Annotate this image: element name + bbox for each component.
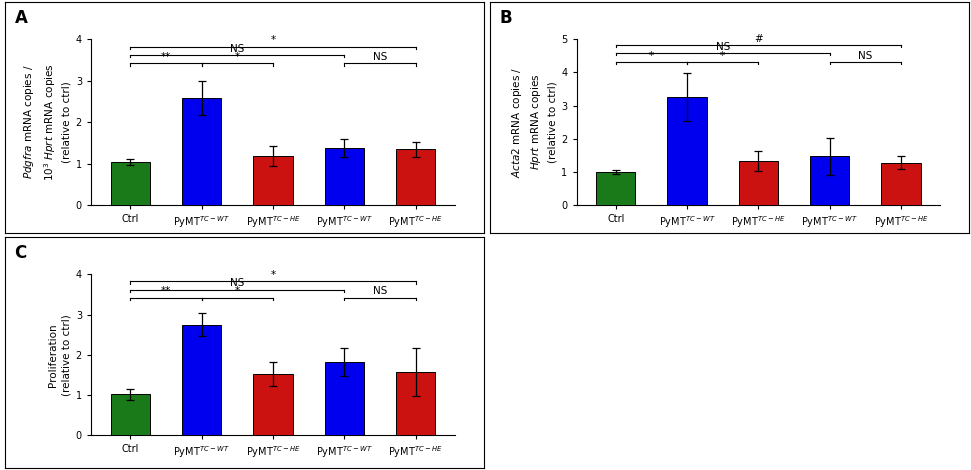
Bar [396, 372, 435, 435]
Bar [111, 162, 150, 205]
Text: #: # [754, 34, 763, 44]
Bar [324, 361, 364, 435]
Bar [182, 98, 221, 205]
Bar [396, 149, 435, 205]
Text: *: * [235, 286, 240, 297]
Text: NS: NS [230, 44, 245, 54]
Bar [111, 394, 150, 435]
Y-axis label: $\it{Pdgfra}$ mRNA copies /
$10^3$ $\it{Hprt}$ mRNA copies
(relative to ctrl): $\it{Pdgfra}$ mRNA copies / $10^3$ $\it{… [22, 63, 72, 181]
Text: + anti-TGF-β1: + anti-TGF-β1 [829, 255, 901, 265]
Text: *: * [235, 52, 240, 62]
Text: B: B [500, 9, 513, 27]
Text: *: * [270, 270, 276, 280]
Bar [182, 325, 221, 435]
Text: NS: NS [373, 286, 387, 297]
Text: Ctrl: Ctrl [228, 255, 247, 265]
Y-axis label: Proliferation
(relative to ctrl): Proliferation (relative to ctrl) [48, 314, 72, 396]
Bar [253, 374, 292, 435]
Bar [667, 97, 707, 205]
Text: A: A [15, 9, 27, 27]
Text: *: * [720, 51, 725, 62]
Bar [810, 156, 850, 205]
Text: C: C [15, 244, 26, 262]
Text: + anti-TGF-β1: + anti-TGF-β1 [344, 255, 416, 265]
Text: NS: NS [858, 51, 873, 62]
Text: *: * [270, 35, 276, 46]
Text: *: * [649, 51, 654, 62]
Bar [596, 172, 635, 205]
Bar [324, 148, 364, 205]
Text: NS: NS [716, 42, 730, 52]
Text: NS: NS [373, 52, 387, 62]
Text: NS: NS [230, 278, 245, 288]
Text: **: ** [161, 52, 171, 62]
Y-axis label: $\it{Acta2}$ mRNA copies /
$\it{Hprt}$ mRNA copies
(relative to ctrl): $\it{Acta2}$ mRNA copies / $\it{Hprt}$ m… [510, 66, 557, 178]
Text: Ctrl: Ctrl [714, 255, 732, 265]
Bar [739, 161, 778, 205]
Text: **: ** [161, 286, 171, 297]
Bar [253, 156, 292, 205]
Bar [882, 163, 921, 205]
